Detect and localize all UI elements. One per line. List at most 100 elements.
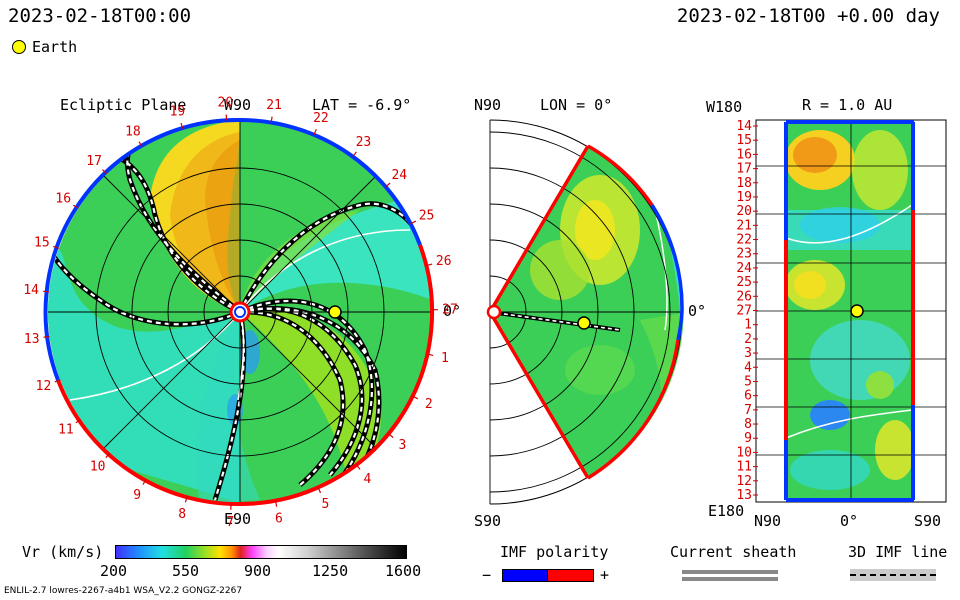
colorbar-tick-1: 550 [172, 562, 200, 580]
imf-line-sample [850, 569, 936, 581]
radial-y-tick-label: 27 [736, 304, 752, 319]
carrington-tick [274, 500, 278, 507]
colorbar-label: Vr (km/s) [22, 543, 104, 561]
radial-y-tick-label: 16 [736, 147, 752, 162]
model-info: ENLIL-2.7 lowres-2267-a4b1 WSA_V2.2 GONG… [4, 586, 243, 596]
radial-y-tick-label: 7 [744, 403, 752, 418]
imf-plus: + [600, 566, 610, 584]
carrington-tick [105, 452, 111, 458]
current-sheath-line-2 [682, 577, 778, 581]
carrington-tick [52, 245, 60, 250]
radial-r-label: R = 1.0 AU [802, 96, 893, 114]
ecliptic-top-label: W90 [224, 96, 252, 114]
carrington-label: 15 [34, 235, 50, 250]
meridional-top-label: N90 [474, 96, 502, 114]
radial-y-tick-label: 26 [736, 289, 752, 304]
earth-marker-radial [850, 304, 864, 318]
imf-negative-swatch [502, 569, 549, 582]
radial-y-tick-label: 6 [744, 389, 752, 404]
radial-y-tick-label: 5 [744, 374, 752, 389]
carrington-tick [412, 395, 419, 400]
radial-y-tick-label: 21 [736, 218, 752, 233]
radial-y-tick-label: 25 [736, 275, 752, 290]
carrington-label: 16 [55, 192, 71, 207]
carrington-label: 18 [125, 124, 141, 139]
carrington-label: 8 [178, 507, 186, 522]
carrington-tick [54, 379, 61, 383]
carrington-label: 21 [266, 98, 282, 113]
radial-x-mid: 0° [840, 512, 859, 530]
carrington-label: 12 [36, 379, 52, 394]
carrington-tick [427, 353, 434, 357]
carrington-tick [313, 129, 317, 136]
radial-y-tick-label: 14 [736, 119, 752, 134]
carrington-label: 4 [363, 472, 371, 487]
carrington-label: 20 [218, 96, 234, 111]
colorbar-tick-0: 200 [100, 562, 128, 580]
carrington-label: 22 [313, 111, 329, 126]
radial-top-left-label: W180 [706, 98, 743, 116]
carrington-label: 17 [86, 154, 102, 169]
imf-polarity-title: IMF polarity [500, 543, 609, 561]
carrington-tick [270, 116, 273, 123]
radial-y-tick-label: 2 [744, 332, 752, 347]
meridional-right-label: 0° [688, 302, 707, 320]
carrington-label: 6 [275, 511, 283, 526]
carrington-label: 5 [322, 497, 330, 512]
radial-y-tick-label: 22 [736, 233, 752, 248]
carrington-tick [388, 433, 394, 438]
carrington-label: 26 [436, 254, 452, 269]
carrington-label: 27 [442, 303, 458, 318]
carrington-label: 19 [170, 105, 186, 120]
carrington-tick [180, 122, 184, 129]
carrington-tick [43, 335, 50, 338]
carrington-label: 11 [58, 422, 74, 437]
carrington-tick [317, 487, 322, 494]
carrington-label: 10 [90, 459, 106, 474]
radial-x-right: S90 [914, 512, 942, 530]
radial-y-tick-label: 17 [736, 162, 752, 177]
lon-label: LON = 0° [540, 96, 613, 114]
radial-y-tick-label: 3 [744, 346, 752, 361]
imf-minus: − [482, 566, 492, 584]
carrington-tick [352, 151, 357, 158]
carrington-tick [426, 263, 433, 267]
radial-y-tick-label: 24 [736, 261, 752, 276]
carrington-tick [43, 290, 50, 293]
current-sheath-title: Current sheath [670, 543, 797, 561]
carrington-tick [75, 418, 82, 424]
radial-y-tick-label: 1 [744, 318, 752, 333]
date-left: 2023-02-18T00:00 [8, 5, 192, 27]
radial-y-tick-label: 19 [736, 190, 752, 205]
earth-legend-label: Earth [32, 38, 78, 56]
ecliptic-right-label: 0° [443, 302, 462, 320]
carrington-label: 1 [441, 351, 449, 366]
colorbar [115, 545, 407, 559]
radial-y-tick-label: 15 [736, 133, 752, 148]
meridional-bottom-label: S90 [474, 512, 502, 530]
carrington-tick [102, 169, 108, 175]
carrington-label: 7 [226, 515, 234, 530]
date-right: 2023-02-18T00 +0.00 day [676, 5, 940, 27]
radial-y-tick-label: 10 [736, 445, 752, 460]
imf-line-title: 3D IMF line [848, 543, 948, 561]
current-sheath-line-1 [682, 570, 778, 574]
ecliptic-plane-map: 20 21222324252627123456789101112131415161… [23, 96, 458, 530]
carrington-label: 13 [24, 332, 40, 347]
radial-y-tick-label: 11 [736, 460, 752, 475]
meridional-plane-map [486, 119, 684, 505]
earth-marker-meridional [577, 316, 591, 330]
carrington-label: 25 [419, 209, 435, 224]
lat-label: LAT = -6.9° [312, 96, 412, 114]
ecliptic-bottom-label: E90 [224, 510, 252, 528]
colorbar-tick-2: 900 [244, 562, 272, 580]
radial-bottom-left-label: E180 [708, 502, 745, 520]
radial-y-tick-label: 8 [744, 417, 752, 432]
carrington-label: 24 [391, 168, 407, 183]
carrington-label: 9 [133, 488, 141, 503]
radial-map: 1415161718192021222324252627123456789101… [736, 119, 947, 503]
earth-marker-ecliptic [328, 305, 342, 319]
carrington-label: 14 [23, 283, 39, 298]
carrington-tick [410, 220, 417, 225]
carrington-tick [355, 464, 361, 470]
